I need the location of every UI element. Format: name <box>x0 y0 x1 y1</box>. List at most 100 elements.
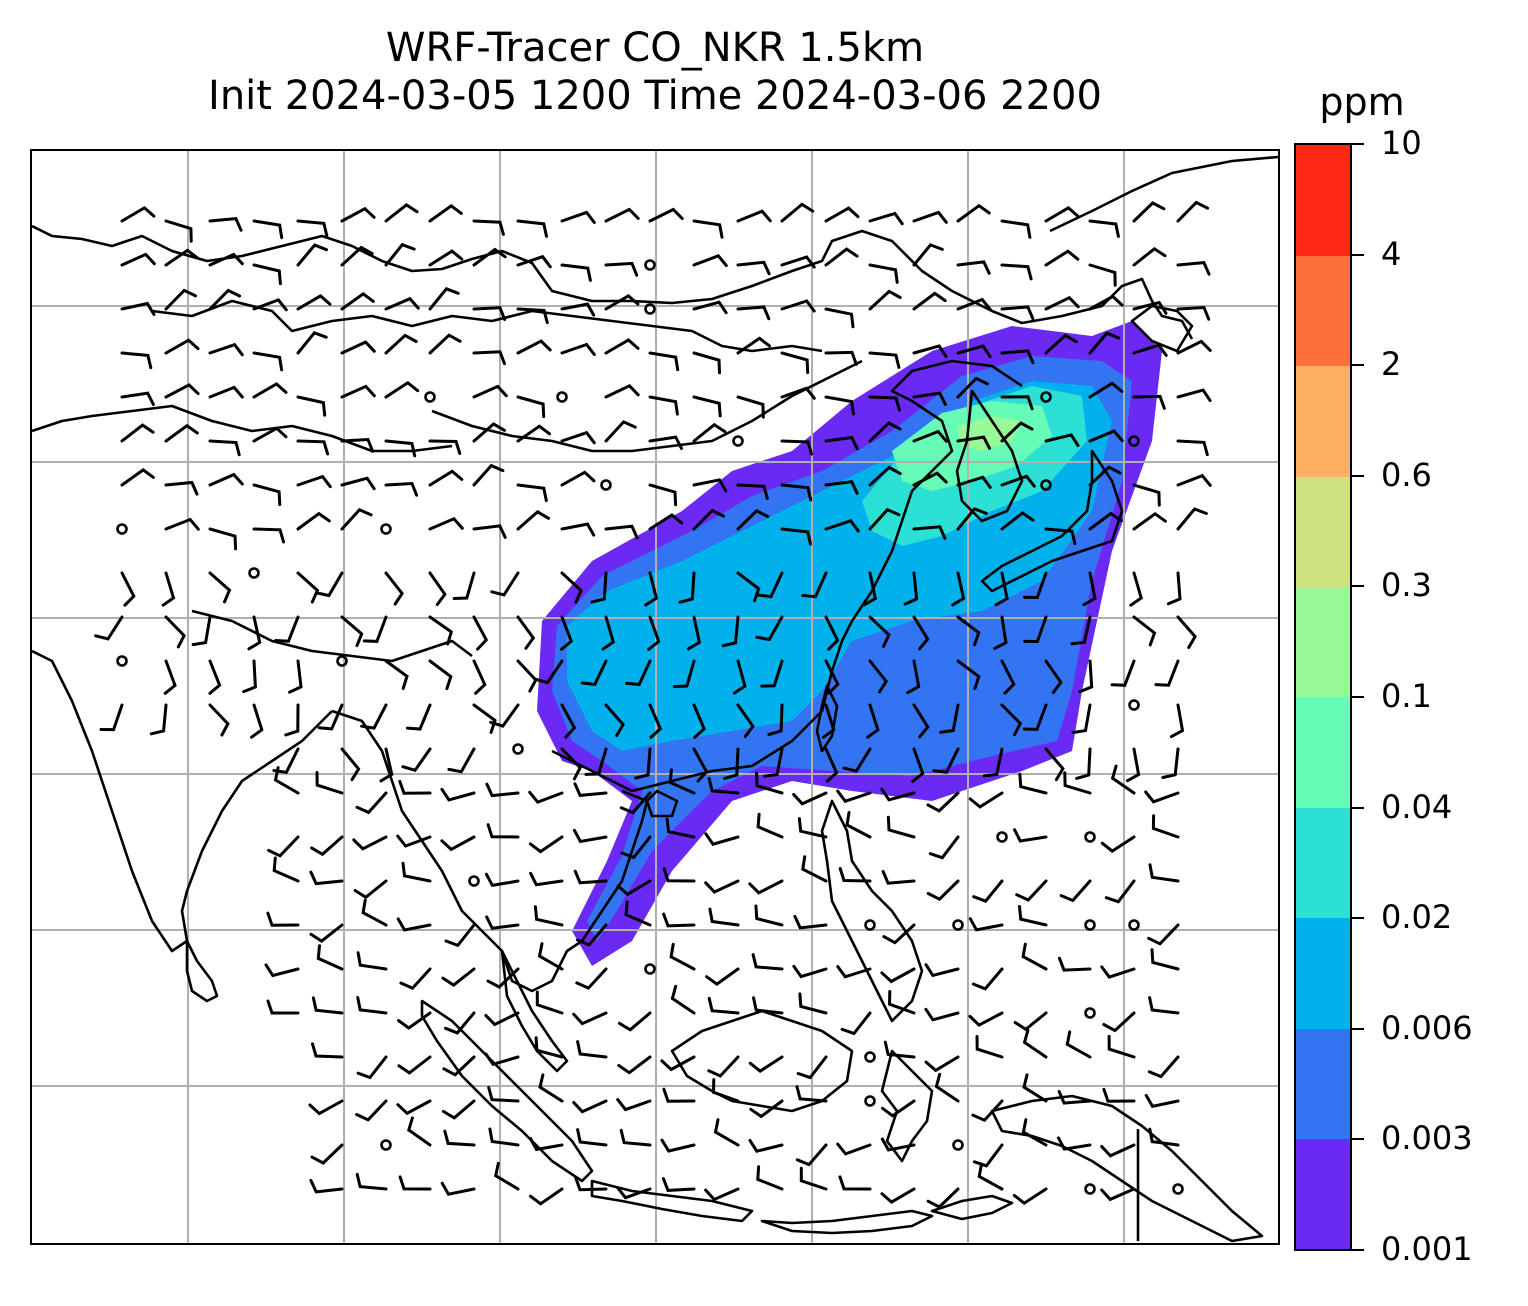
hainan <box>645 789 679 818</box>
calm-wind-marker <box>996 831 1008 843</box>
wind-barb <box>912 525 947 540</box>
wind-barb <box>862 571 877 607</box>
wind-barb <box>647 615 661 651</box>
wind-barb <box>868 395 901 412</box>
wind-barb <box>1166 571 1182 606</box>
wind-barb <box>1100 1187 1136 1202</box>
calm-wind-marker <box>600 479 612 491</box>
wind-barb <box>660 1055 696 1072</box>
wind-barb <box>756 812 784 839</box>
wind-barb <box>120 468 155 487</box>
wind-barb <box>441 1099 476 1120</box>
wind-barb <box>384 296 420 311</box>
wind-barb <box>868 211 904 226</box>
gridlines <box>32 151 1278 1243</box>
wind-barb <box>1176 388 1212 403</box>
calm-wind-marker <box>864 1051 876 1063</box>
calm-wind-marker <box>380 523 392 535</box>
wind-barb <box>164 248 200 267</box>
wind-barb <box>692 747 709 783</box>
wind-barb <box>824 395 855 416</box>
wind-barb <box>1078 659 1094 694</box>
wind-barb <box>868 659 889 694</box>
wind-barb <box>428 469 464 487</box>
wind-barb <box>956 376 989 399</box>
wind-barb <box>1013 828 1048 843</box>
wind-barb <box>296 571 320 604</box>
wind-barb <box>1132 483 1161 507</box>
wind-barb <box>288 659 303 694</box>
colorbar-tick <box>1352 253 1364 256</box>
border-kazakh <box>32 404 453 453</box>
wind-barb <box>797 817 828 839</box>
wind-barb <box>1000 703 1023 737</box>
wind-barb <box>340 615 364 648</box>
wind-barb <box>880 1187 916 1204</box>
wind-barb <box>968 791 1004 809</box>
wind-barb <box>912 391 947 406</box>
colorbar-tick <box>1352 806 1364 809</box>
wind-barb <box>208 659 222 695</box>
calm-wind-marker <box>556 391 568 403</box>
wind-barb <box>1176 200 1210 223</box>
wind-barb <box>824 350 858 366</box>
calm-wind-marker <box>1128 699 1140 711</box>
border-mongolia-south <box>431 359 863 453</box>
wind-barb <box>748 1139 784 1153</box>
border-mongolia-north <box>151 299 823 353</box>
wind-barb <box>604 261 639 277</box>
map-panel[interactable] <box>30 149 1280 1245</box>
wind-barb <box>780 483 813 502</box>
wind-barb <box>736 305 771 321</box>
colorbar-unit: ppm <box>1319 80 1405 124</box>
wind-barb <box>573 869 608 885</box>
wind-barb <box>574 1176 608 1192</box>
wind-barb <box>648 513 684 531</box>
wind-barb <box>620 835 652 860</box>
wind-barb <box>661 1177 696 1192</box>
colorbar-segment <box>1296 145 1350 256</box>
wind-barb <box>516 510 550 531</box>
wind-barb <box>252 382 288 399</box>
wind-barb <box>928 835 960 860</box>
calm-wind-marker <box>1172 1183 1184 1195</box>
wind-barb <box>484 872 520 888</box>
wind-barb <box>560 302 596 317</box>
colorbar-segment <box>1296 697 1350 808</box>
wind-barb <box>575 967 608 990</box>
wind-barb <box>149 703 168 736</box>
wind-barb <box>428 516 464 531</box>
wind-barb <box>590 571 608 604</box>
colorbar-tick-label: 0.006 <box>1381 1008 1473 1047</box>
wind-barb <box>763 747 784 778</box>
wind-barb <box>751 953 784 971</box>
wind-barb <box>472 659 487 695</box>
wind-barb <box>572 828 608 844</box>
wind-barb <box>678 571 696 604</box>
wind-barb <box>824 480 859 495</box>
wind-barb <box>912 703 930 739</box>
wind-barb <box>824 206 860 223</box>
wind-barb <box>1150 948 1180 971</box>
wind-barb <box>868 351 901 369</box>
wind-barb <box>840 1011 872 1036</box>
wind-barb <box>838 1175 872 1191</box>
wind-barb <box>792 791 828 806</box>
wind-barb <box>796 1055 828 1080</box>
wind-barb <box>648 703 663 739</box>
wind-barb <box>472 384 508 399</box>
wind-barb <box>472 524 507 539</box>
wind-barb <box>749 1099 784 1119</box>
calm-wind-marker <box>468 875 480 887</box>
wind-barb <box>648 395 679 416</box>
wind-barb <box>242 659 257 694</box>
wind-barb <box>472 703 497 734</box>
wind-barb <box>405 703 432 731</box>
wind-barb <box>601 615 616 651</box>
wind-barb <box>1144 790 1180 804</box>
wind-barb <box>401 747 432 773</box>
wind-barb <box>384 439 417 458</box>
wind-barb <box>208 385 244 399</box>
wind-barb <box>648 351 680 372</box>
wind-barb <box>934 1072 960 1103</box>
